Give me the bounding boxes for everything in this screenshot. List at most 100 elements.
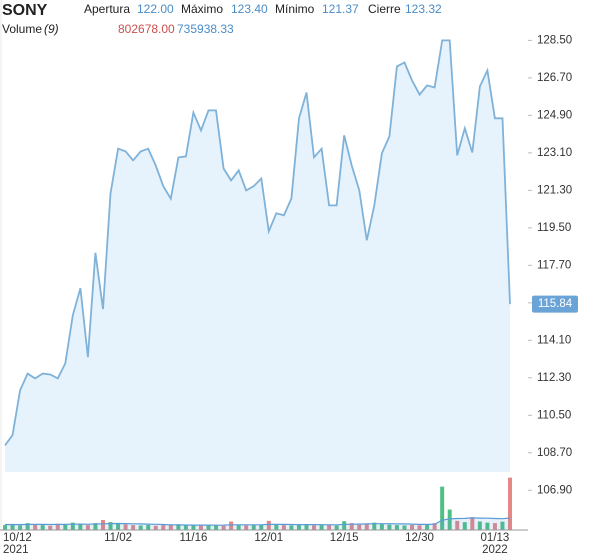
x-tick-label: 12/30 [405, 532, 434, 544]
y-tick-label: 117.70 [537, 259, 571, 271]
volume-bar [402, 525, 407, 530]
volume-ma-line [4, 517, 511, 526]
stat-value: 123.40 [231, 2, 268, 16]
volume-bar [492, 523, 497, 530]
stat-label: Máximo [181, 2, 223, 16]
volume-bar [485, 522, 490, 530]
volume-bar [18, 525, 23, 530]
volume-bar [25, 523, 30, 530]
volume-bar [440, 486, 445, 530]
y-tick-label: 112.30 [537, 372, 571, 384]
stat-label: Cierre [368, 2, 401, 16]
volume-bar [40, 525, 45, 530]
volume-bar [455, 520, 460, 530]
volume-bar [364, 523, 369, 530]
x-tick-label: 12/15 [330, 532, 359, 544]
volume-bar [138, 525, 143, 530]
stat-label: Apertura [84, 2, 130, 16]
volume-bar [214, 525, 219, 530]
volume-bar [153, 525, 158, 530]
volume-bar [274, 524, 279, 530]
volume-bar [251, 525, 256, 530]
volume-bar [432, 523, 437, 530]
volume-bar [93, 523, 98, 530]
volume-bar [55, 523, 60, 530]
y-tick-label: 126.70 [537, 72, 572, 84]
volume-bar [183, 525, 188, 530]
volume-bar [410, 524, 415, 530]
volume-bar [281, 525, 286, 530]
volume-bar [477, 521, 482, 530]
volume-bar [146, 524, 151, 530]
volume-bar [3, 525, 7, 530]
volume-bar [417, 525, 422, 530]
volume-bar [198, 525, 203, 530]
volume-bar [296, 524, 301, 530]
x-tick-label: 10/12 2021 [3, 532, 32, 556]
volume-bar [349, 523, 354, 530]
volume-bar [221, 525, 226, 530]
volume-bar [334, 525, 339, 530]
volume-label: Volume [2, 22, 42, 36]
volume-bar [206, 524, 211, 530]
x-tick-label: 11/16 [179, 532, 207, 544]
volume-bar [289, 525, 294, 530]
volume-bar [100, 520, 105, 530]
volume-bar [304, 524, 309, 530]
x-tick-label: 12/01 [254, 532, 283, 544]
volume-bar [342, 521, 347, 530]
volume-bar [116, 522, 121, 530]
volume-bar [462, 522, 467, 530]
y-tick-label: 106.90 [537, 484, 572, 496]
volume-bar [357, 524, 362, 530]
price-area [5, 40, 510, 473]
volume-bar [63, 524, 68, 530]
volume-bar [70, 522, 75, 530]
volume-ma-area [5, 517, 510, 530]
volume-bar [394, 525, 399, 530]
y-tick-label: 121.30 [537, 184, 572, 196]
y-tick-label: 114.10 [537, 334, 571, 346]
y-tick-label: 108.70 [537, 447, 572, 459]
volume-bar [48, 525, 53, 530]
volume-bar [425, 524, 430, 530]
volume-bar [123, 524, 128, 530]
volume-bar [500, 521, 505, 530]
volume-period: (9) [44, 22, 59, 36]
y-tick-label: 110.50 [537, 409, 571, 421]
volume-bar [508, 477, 512, 530]
volume-bar [312, 525, 317, 530]
volume-value: 802678.00 [118, 22, 175, 36]
volume-bar [470, 517, 475, 530]
y-tick-label: 124.90 [537, 109, 572, 121]
last-price-badge [532, 295, 578, 313]
stat-value: 122.00 [137, 2, 174, 16]
volume-bar [379, 524, 384, 530]
x-tick-label: 11/02 [104, 532, 132, 544]
volume-bar [372, 522, 377, 530]
volume-bar [447, 509, 452, 530]
volume-bar [259, 524, 264, 530]
x-tick-label: 01/13 2022 [481, 532, 510, 556]
volume-bar [319, 524, 324, 530]
price-line [4, 39, 511, 446]
volume-bar [236, 525, 241, 530]
volume-bar [108, 522, 113, 530]
volume-bar [387, 524, 392, 530]
volume-bar [131, 525, 136, 530]
volume-bar [85, 525, 90, 530]
volume-bar [78, 523, 83, 530]
volume-bar [244, 525, 249, 530]
volume-ma-value: 735938.33 [177, 22, 234, 36]
volume-bar [327, 525, 332, 530]
volume-bar [161, 525, 166, 530]
y-tick-label: 119.50 [537, 222, 571, 234]
stat-value: 121.37 [322, 2, 359, 16]
volume-bar [229, 521, 234, 530]
last-price-label: 115.84 [538, 298, 573, 310]
volume-bar [191, 525, 196, 530]
volume-bar [266, 520, 271, 530]
stat-value: 123.32 [405, 2, 442, 16]
volume-bar [176, 524, 181, 530]
